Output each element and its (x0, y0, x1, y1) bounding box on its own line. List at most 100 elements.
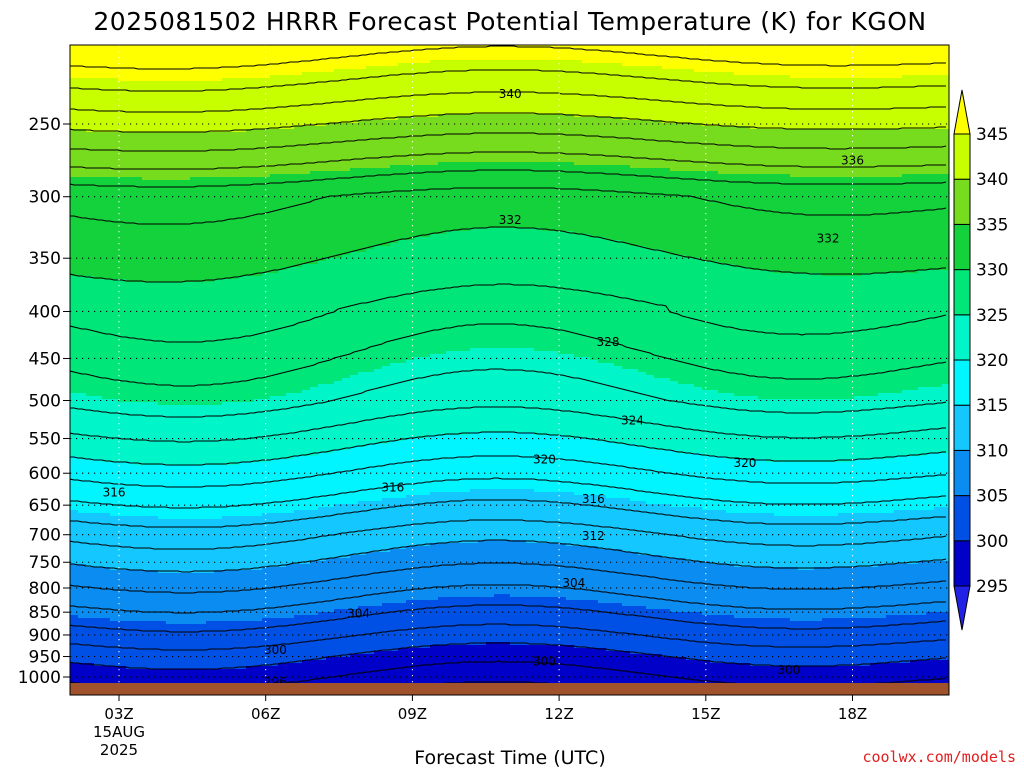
theta-band (798, 129, 807, 178)
theta-band (350, 555, 359, 610)
theta-band (278, 513, 287, 568)
theta-band (550, 435, 559, 493)
theta-band (294, 45, 303, 76)
theta-band (142, 570, 151, 622)
theta-band (438, 435, 447, 493)
theta-band (518, 60, 527, 115)
theta-band (550, 492, 559, 544)
theta-band (758, 399, 767, 460)
contour-label: 300 (777, 663, 800, 677)
theta-band (102, 177, 111, 280)
theta-band (78, 177, 87, 277)
theta-band (486, 162, 495, 229)
theta-band (862, 666, 871, 695)
theta-band (198, 132, 207, 178)
theta-band (854, 459, 863, 514)
theta-band (350, 447, 359, 505)
theta-band (758, 45, 767, 76)
theta-band (910, 273, 919, 391)
theta-band (374, 246, 383, 370)
theta-band (702, 126, 711, 172)
credit-link[interactable]: coolwx.com/models (862, 748, 1016, 766)
theta-band (174, 669, 183, 695)
theta-band (286, 663, 295, 695)
theta-band (510, 348, 519, 433)
theta-band (630, 66, 639, 121)
theta-band (246, 129, 255, 178)
theta-band (366, 120, 375, 169)
theta-band (254, 45, 263, 79)
theta-band (918, 75, 927, 130)
theta-band (174, 465, 183, 520)
theta-band (862, 273, 871, 397)
theta-band (670, 381, 679, 451)
theta-band (262, 273, 271, 400)
theta-band (718, 264, 727, 394)
theta-band (878, 393, 887, 460)
theta-band (526, 645, 535, 694)
theta-band (310, 615, 319, 661)
theta-band (526, 228, 535, 349)
theta-band (94, 45, 103, 79)
theta-band (526, 489, 535, 544)
theta-band (598, 441, 607, 496)
theta-band (702, 615, 711, 661)
contour-label: 304 (347, 607, 370, 621)
theta-band (566, 354, 575, 439)
theta-band (342, 450, 351, 505)
isentrope-line (70, 91, 946, 113)
theta-band (406, 360, 415, 439)
theta-band (190, 669, 199, 695)
theta-band (774, 516, 783, 568)
theta-band (334, 258, 343, 382)
theta-band (126, 669, 135, 695)
theta-band (438, 114, 447, 163)
theta-band (310, 561, 319, 616)
theta-band (542, 492, 551, 544)
theta-band (190, 519, 199, 574)
theta-band (206, 669, 215, 695)
theta-band (662, 168, 671, 253)
theta-band (158, 282, 167, 406)
theta-band (110, 45, 119, 79)
theta-band (286, 129, 295, 175)
theta-band (766, 270, 775, 400)
theta-band (638, 555, 647, 607)
theta-band (78, 513, 87, 565)
theta-band (126, 516, 135, 571)
theta-band (590, 438, 599, 496)
colorbar-tick-label: 305 (976, 487, 1008, 507)
theta-band (742, 267, 751, 397)
theta-band (670, 612, 679, 658)
theta-band (318, 384, 327, 454)
theta-band (246, 666, 255, 695)
theta-band (902, 75, 911, 130)
theta-band (286, 513, 295, 565)
theta-band (622, 369, 631, 445)
theta-band (150, 621, 159, 670)
theta-band (758, 567, 767, 619)
theta-band (734, 459, 743, 514)
theta-band (422, 600, 431, 649)
theta-band (630, 120, 639, 169)
theta-band (214, 669, 223, 695)
theta-band (286, 618, 295, 664)
theta-band (934, 453, 943, 508)
contour-label: 332 (499, 213, 522, 227)
y-tick-label: 250 (29, 115, 61, 135)
theta-band (326, 171, 335, 259)
theta-band (598, 549, 607, 604)
theta-band (518, 162, 527, 229)
theta-band (382, 603, 391, 652)
theta-band (102, 567, 111, 619)
theta-band (694, 171, 703, 259)
theta-band (446, 114, 455, 163)
theta-band (798, 462, 807, 517)
colorbar-max-arrow (953, 89, 971, 135)
theta-band (742, 396, 751, 460)
theta-band (478, 432, 487, 490)
theta-band (190, 81, 199, 133)
theta-band (422, 546, 431, 601)
theta-band (638, 45, 647, 67)
theta-band (350, 45, 359, 70)
